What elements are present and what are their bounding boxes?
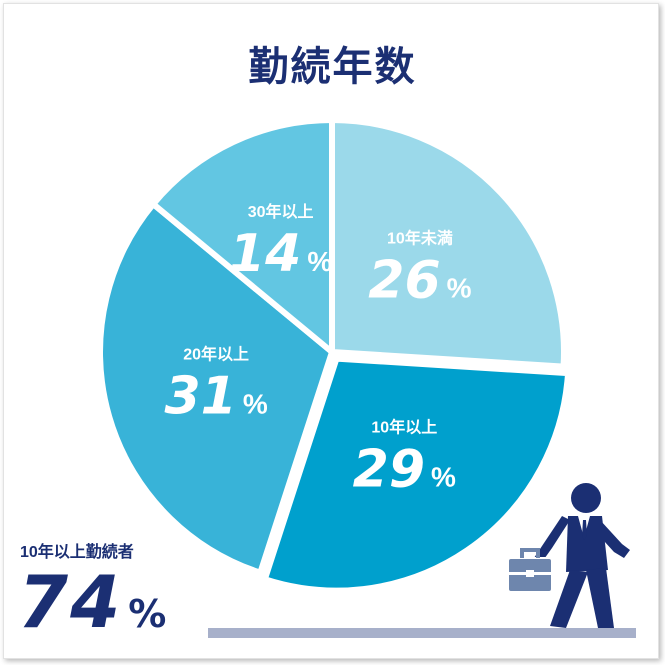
summary-label: 10年以上勤続者 (20, 544, 134, 561)
walking-businessman-icon (507, 483, 630, 628)
slice-value-label: 31% (165, 367, 268, 427)
summary-unit: % (128, 592, 167, 636)
slice-category-label: 10年未満 (387, 228, 453, 247)
chart-title: 勤続年数 (248, 45, 417, 89)
ground-line (208, 628, 636, 638)
summary-number: 74 (18, 560, 123, 644)
slice-category-label: 30年以上 (248, 202, 314, 221)
pie-slice (149, 116, 335, 359)
pie-slice (261, 355, 572, 594)
slice-category-label: 10年以上 (371, 417, 437, 436)
summary-value: 74% (18, 566, 166, 638)
pie-slice (329, 116, 567, 370)
slice-category-label: 20年以上 (183, 345, 249, 364)
pie-slice (97, 199, 336, 577)
slice-value-label: 26% (368, 250, 471, 310)
slice-value-label: 29% (353, 439, 456, 499)
slice-value-label: 14% (229, 224, 332, 284)
